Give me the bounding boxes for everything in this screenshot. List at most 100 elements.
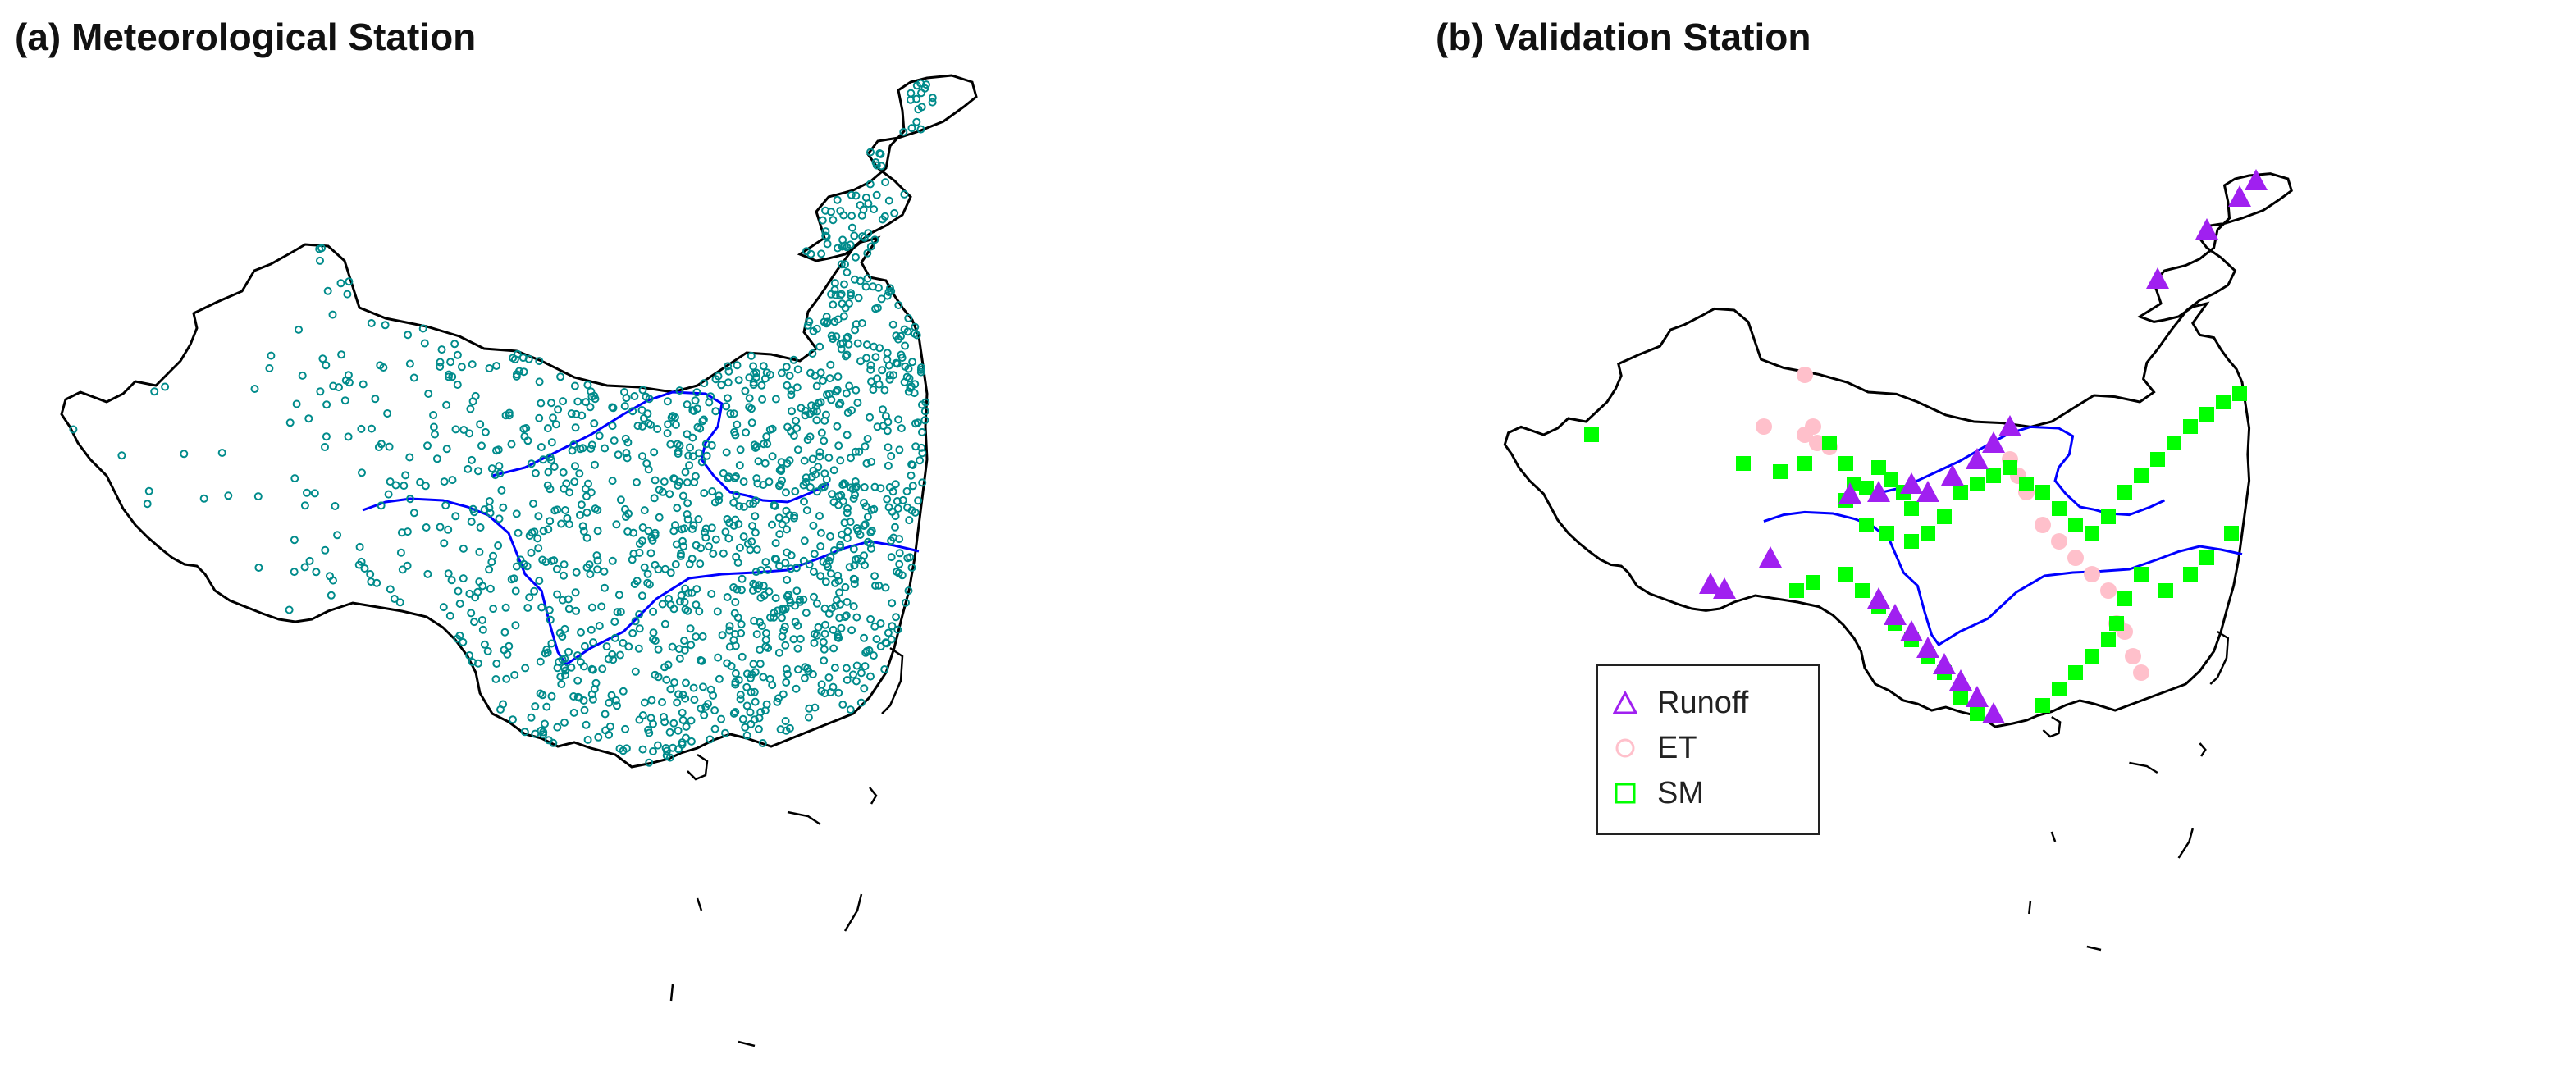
station-marker — [819, 637, 828, 646]
runoff-station-marker — [1916, 481, 1939, 502]
sm-station-marker — [2224, 526, 2239, 541]
station-marker — [847, 212, 856, 221]
station-marker — [593, 556, 602, 565]
station-marker — [489, 551, 497, 560]
station-marker — [920, 416, 929, 425]
station-marker — [700, 489, 709, 498]
station-marker — [667, 413, 676, 422]
station-marker — [398, 565, 407, 574]
station-marker — [322, 361, 331, 370]
et-station-marker — [1756, 418, 1772, 435]
station-marker — [751, 668, 760, 677]
station-marker — [505, 411, 514, 420]
station-marker — [842, 664, 851, 673]
sm-station-marker — [1855, 583, 1870, 598]
station-marker — [692, 585, 701, 594]
station-marker — [866, 361, 875, 370]
station-marker — [886, 284, 894, 293]
circle-outline-icon — [1615, 738, 1635, 758]
station-marker — [872, 190, 881, 199]
station-marker — [893, 625, 902, 634]
station-marker — [774, 513, 783, 523]
station-marker — [519, 367, 528, 377]
station-marker — [812, 416, 821, 425]
sm-station-marker — [2134, 567, 2149, 582]
station-marker — [902, 486, 911, 495]
station-marker — [871, 582, 879, 590]
station-marker — [793, 365, 802, 374]
station-marker — [697, 656, 706, 665]
station-marker — [895, 559, 904, 568]
station-marker — [732, 472, 741, 481]
station-marker — [759, 582, 768, 591]
station-marker — [688, 433, 697, 442]
station-marker — [224, 491, 233, 500]
station-marker — [448, 476, 457, 485]
station-marker — [665, 728, 674, 737]
station-marker — [453, 350, 462, 359]
station-marker — [496, 469, 505, 478]
station-marker — [601, 444, 610, 453]
station-marker — [863, 249, 872, 258]
station-marker — [717, 381, 726, 390]
station-marker — [788, 407, 796, 416]
station-marker — [638, 452, 646, 461]
station-marker — [553, 723, 562, 732]
runoff-station-markers — [1699, 169, 2268, 723]
station-marker — [653, 741, 662, 750]
sm-station-marker — [1584, 427, 1599, 442]
station-marker — [69, 425, 78, 434]
station-marker — [328, 310, 337, 319]
station-marker — [579, 662, 588, 671]
sm-station-marker — [1797, 456, 1812, 471]
station-marker — [813, 487, 821, 496]
station-marker — [711, 375, 720, 384]
station-marker — [582, 508, 591, 517]
station-marker — [578, 522, 587, 531]
runoff-station-marker — [1838, 482, 1861, 504]
station-marker — [758, 395, 767, 404]
station-marker — [916, 367, 925, 377]
station-marker — [792, 586, 802, 596]
station-marker — [561, 506, 569, 514]
station-marker — [341, 376, 350, 385]
station-marker — [821, 620, 829, 629]
station-marker — [379, 363, 388, 372]
station-marker — [318, 354, 327, 363]
station-marker — [801, 663, 810, 672]
station-marker — [406, 495, 414, 504]
station-marker — [781, 717, 790, 725]
station-marker — [404, 331, 413, 340]
station-marker — [529, 500, 537, 508]
runoff-station-marker — [1966, 686, 1989, 707]
station-marker — [808, 454, 817, 463]
station-marker — [337, 350, 346, 359]
station-marker — [666, 568, 675, 577]
station-marker — [459, 637, 468, 646]
station-marker — [864, 199, 873, 208]
station-marker — [912, 117, 921, 126]
station-marker — [383, 409, 392, 418]
station-marker — [903, 327, 912, 336]
station-marker — [908, 482, 917, 491]
station-marker — [509, 715, 517, 724]
et-station-marker — [2133, 664, 2149, 681]
station-marker — [316, 387, 325, 396]
station-marker — [733, 420, 742, 429]
station-marker — [782, 664, 791, 673]
station-marker — [849, 670, 857, 679]
station-marker — [589, 638, 597, 647]
station-marker — [862, 354, 871, 363]
station-marker — [686, 443, 694, 452]
station-marker — [578, 444, 587, 453]
sm-station-marker — [2183, 567, 2198, 582]
station-marker — [793, 621, 802, 630]
et-station-markers — [1756, 367, 2149, 681]
station-marker — [553, 590, 562, 599]
station-marker — [662, 746, 671, 755]
station-marker — [721, 728, 729, 737]
station-marker — [829, 644, 838, 653]
station-marker — [645, 580, 654, 589]
station-marker — [531, 468, 540, 477]
station-marker — [453, 381, 462, 389]
